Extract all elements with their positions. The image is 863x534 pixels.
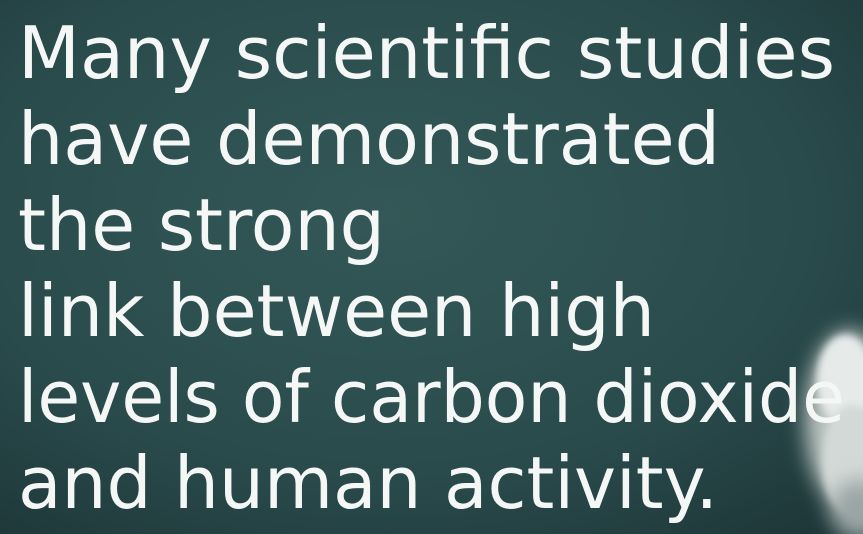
text-line: link between high [18,269,655,353]
text-line: the strong [18,183,385,267]
text-line: Many scientific studies [18,11,835,95]
text-line: and human activity. [18,441,718,525]
smoke-plume [805,330,863,534]
text-line: levels of carbon dioxide [18,355,845,439]
text-line: have demonstrated [18,97,720,181]
